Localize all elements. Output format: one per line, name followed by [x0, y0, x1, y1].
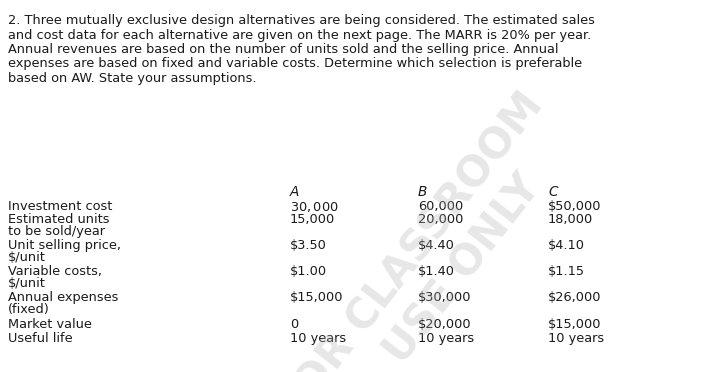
- Text: 20,000: 20,000: [418, 213, 464, 226]
- Text: 2. Three mutually exclusive design alternatives are being considered. The estima: 2. Three mutually exclusive design alter…: [8, 14, 595, 27]
- Text: $4.40: $4.40: [418, 239, 455, 252]
- Text: expenses are based on fixed and variable costs. Determine which selection is pre: expenses are based on fixed and variable…: [8, 58, 582, 71]
- Text: $30,000 $: $30,000 $: [290, 200, 338, 214]
- Text: and cost data for each alternative are given on the next page. The MARR is 20% p: and cost data for each alternative are g…: [8, 29, 591, 42]
- Text: Market value: Market value: [8, 318, 92, 331]
- Text: 0: 0: [290, 318, 298, 331]
- Text: 15,000: 15,000: [290, 213, 336, 226]
- Text: Annual revenues are based on the number of units sold and the selling price. Ann: Annual revenues are based on the number …: [8, 43, 559, 56]
- Text: A: A: [290, 185, 300, 199]
- Text: $20,000: $20,000: [418, 318, 472, 331]
- Text: Unit selling price,: Unit selling price,: [8, 239, 121, 252]
- Text: $26,000: $26,000: [548, 291, 601, 304]
- Text: Useful life: Useful life: [8, 332, 73, 345]
- Text: B: B: [418, 185, 428, 199]
- Text: Variable costs,: Variable costs,: [8, 265, 102, 278]
- Text: 10 years: 10 years: [290, 332, 346, 345]
- Text: $/unit: $/unit: [8, 251, 46, 264]
- Text: $50,000: $50,000: [548, 200, 601, 213]
- Text: $1.40: $1.40: [418, 265, 455, 278]
- Text: C: C: [548, 185, 557, 199]
- Text: 60,000: 60,000: [418, 200, 463, 213]
- Text: $/unit: $/unit: [8, 277, 46, 290]
- Text: (fixed): (fixed): [8, 303, 50, 316]
- Text: Estimated units: Estimated units: [8, 213, 109, 226]
- Text: based on AW. State your assumptions.: based on AW. State your assumptions.: [8, 72, 256, 85]
- Text: $15,000: $15,000: [548, 318, 601, 331]
- Text: to be sold/year: to be sold/year: [8, 225, 105, 238]
- Text: Annual expenses: Annual expenses: [8, 291, 118, 304]
- Text: 18,000: 18,000: [548, 213, 593, 226]
- Text: 10 years: 10 years: [548, 332, 604, 345]
- Text: FOR CLASSROOM
   USE ONLY: FOR CLASSROOM USE ONLY: [270, 86, 590, 372]
- Text: $1.15: $1.15: [548, 265, 585, 278]
- Text: $1.00: $1.00: [290, 265, 327, 278]
- Text: $30,000: $30,000: [418, 291, 472, 304]
- Text: 10 years: 10 years: [418, 332, 474, 345]
- Text: Investment cost: Investment cost: [8, 200, 112, 213]
- Text: $15,000: $15,000: [290, 291, 343, 304]
- Text: $4.10: $4.10: [548, 239, 585, 252]
- Text: $3.50: $3.50: [290, 239, 327, 252]
